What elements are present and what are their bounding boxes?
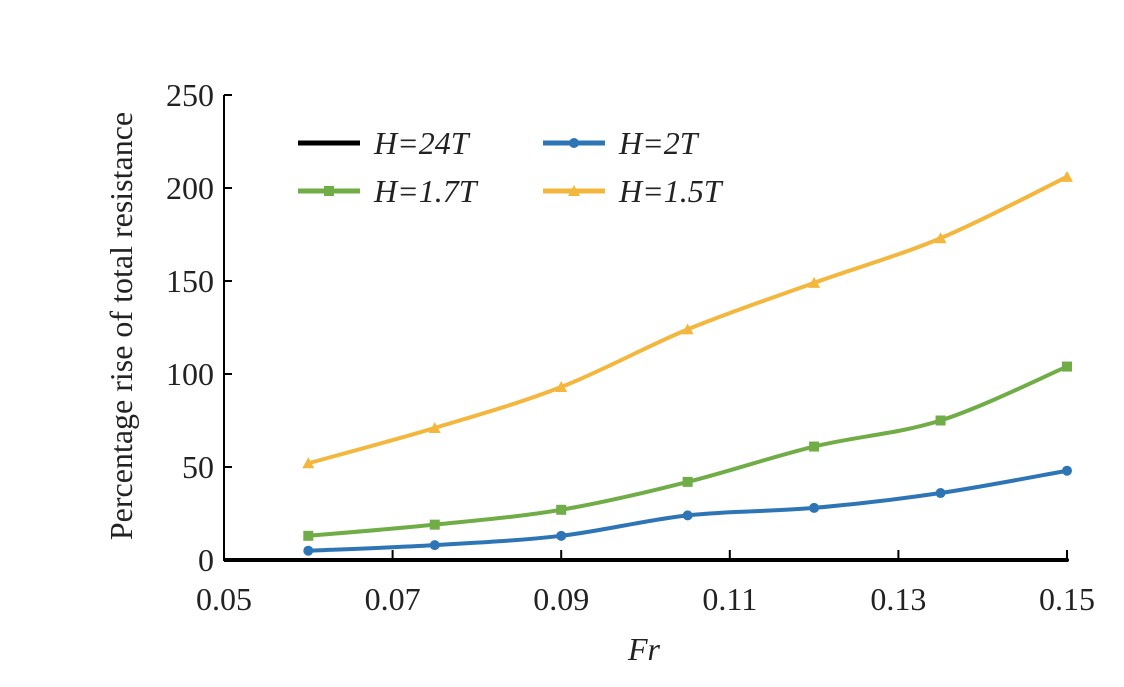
- data-point: [1062, 361, 1072, 372]
- x-tick-label: 0.09: [533, 581, 589, 617]
- data-point: [556, 504, 567, 515]
- x-tick-label: 0.15: [1039, 581, 1095, 617]
- data-point: [303, 545, 314, 556]
- x-tick-label: 0.13: [870, 581, 926, 617]
- legend-marker: [324, 186, 334, 196]
- legend-entry: H=1.7T: [298, 173, 479, 209]
- data-point: [934, 232, 947, 244]
- data-point: [302, 457, 315, 469]
- y-tick-label: 50: [182, 449, 214, 485]
- legend-label: H=1.7T: [373, 173, 479, 209]
- legend-marker: [569, 138, 579, 148]
- data-point: [556, 530, 567, 541]
- data-point: [429, 540, 440, 551]
- legend-entry: H=2T: [543, 125, 700, 161]
- data-point: [303, 530, 314, 541]
- data-point: [682, 510, 693, 521]
- series-2: [303, 361, 1072, 541]
- y-tick-label: 0: [198, 542, 214, 578]
- data-point: [682, 476, 693, 487]
- data-point: [935, 415, 946, 426]
- data-point: [1061, 170, 1073, 182]
- series-layer: [302, 170, 1073, 563]
- data-point: [809, 502, 820, 513]
- x-tick-label: 0.11: [702, 581, 757, 617]
- data-point: [555, 381, 568, 393]
- y-tick-label: 100: [166, 356, 214, 392]
- series-3: [302, 170, 1073, 469]
- data-point: [1062, 465, 1072, 476]
- x-tick-label: 0.05: [196, 581, 252, 617]
- x-axis-title: Fr: [627, 631, 661, 667]
- data-point: [429, 519, 440, 530]
- series-line: [306, 174, 1069, 466]
- legend-entry: H=24T: [298, 125, 471, 161]
- y-tick-label: 250: [166, 77, 214, 113]
- data-point: [681, 323, 694, 335]
- x-tick-label: 0.07: [365, 581, 421, 617]
- legend-entry: H=1.5T: [543, 173, 724, 209]
- data-point: [428, 421, 441, 433]
- data-point: [809, 441, 820, 452]
- y-axis-title: Percentage rise of total resistance: [103, 112, 139, 540]
- legend-label: H=1.5T: [618, 173, 724, 209]
- axes: 0 50 100 150 200 250 0.05 0.07 0.09 0.11 0.13 0.15: [166, 77, 1095, 617]
- legend-marker: [568, 185, 580, 196]
- y-tick-label: 200: [166, 170, 214, 206]
- legend-label: H=24T: [373, 125, 471, 161]
- legend: H=24T H=2T H=1.7T H=1.5T: [298, 125, 724, 209]
- series-1: [303, 465, 1072, 556]
- legend-label: H=2T: [618, 125, 700, 161]
- y-tick-label: 150: [166, 263, 214, 299]
- data-point: [935, 488, 946, 499]
- data-point: [808, 276, 821, 288]
